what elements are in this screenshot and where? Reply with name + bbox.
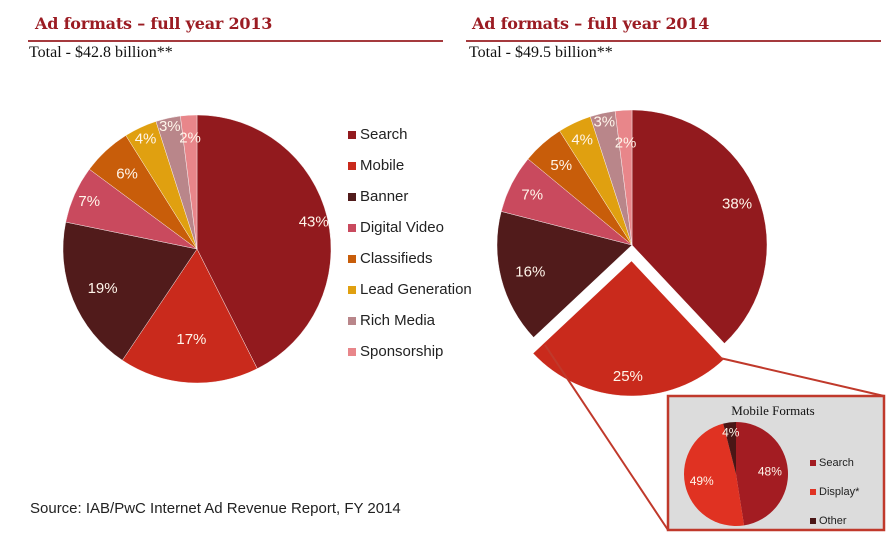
legend-label: Search [360,126,408,143]
pie-label-classifieds: 5% [550,157,572,174]
pie-label-sponsorship: 2% [179,129,201,146]
legend-label: Search [819,456,854,469]
pie-label-mobile: 25% [613,368,643,385]
legend-swatch [348,316,356,325]
pie-slice-mobile [532,260,725,397]
legend-swatch [348,254,356,263]
inset-legend-item-other: Other [810,506,859,535]
panel-2014-title: Ad formats – full year 2014 [472,14,710,33]
connector-line-right [719,357,885,397]
pie-slice-search [736,422,788,526]
legend: Search Mobile Banner Digital Video Class… [348,119,472,367]
legend-label: Display* [819,485,860,498]
pie-label-digital-video: 7% [78,193,100,210]
legend-swatch [348,130,356,139]
legend-swatch [348,223,356,232]
inset-legend: Search Display* Other [810,448,859,535]
pie-slice-display [684,423,745,527]
legend-item-lead-generation: Lead Generation [348,274,472,305]
legend-item-digital-video: Digital Video [348,212,472,243]
legend-item-banner: Banner [348,181,472,212]
pie-slice-search [196,114,332,369]
legend-item-classifieds: Classifieds [348,243,472,274]
inset-legend-item-search: Search [810,448,859,477]
legend-swatch [810,488,816,495]
pie-slice-sponsorship [614,109,633,246]
pie-label-display: 49% [690,474,714,488]
pie-2013: 43% 17% 19% 7% 6% 4%3%2% [62,114,332,384]
source-note: Source: IAB/PwC Internet Ad Revenue Repo… [30,500,401,517]
pie-label-mobile: 17% [176,331,206,348]
pie-label-banner: 19% [88,280,118,297]
pie-label-search: 43% [299,214,329,231]
legend-label: Banner [360,188,409,205]
legend-label: Digital Video [360,219,444,236]
zoom-connector [544,344,885,531]
legend-label: Classifieds [360,250,433,267]
legend-swatch [348,161,356,170]
pie-label-digital-video: 7% [521,186,543,203]
legend-label: Rich Media [360,312,436,329]
pie-slice-sponsorship [180,114,198,250]
panel-2013-rule [28,40,443,42]
panel-2014-rule [466,40,881,42]
pie-slice-mobile [122,248,258,384]
connector-line-left [544,344,669,531]
legend-item-rich-media: Rich Media [348,305,472,336]
legend-item-search: Search [348,119,472,150]
panel-2013-title: Ad formats – full year 2013 [35,14,273,33]
pie-label-classifieds: 6% [116,166,138,183]
legend-swatch [810,517,816,524]
pie-label-rich-media: 3% [159,118,181,135]
inset-title: Mobile Formats [731,403,815,418]
legend-item-mobile: Mobile [348,150,472,181]
legend-label: Other [819,514,847,527]
pie-label-lead-generation: 4% [135,131,157,148]
legend-swatch [348,347,356,356]
pie-label-other: 4% [722,426,740,440]
pie-slice-banner [496,211,633,338]
panel-2013-total: Total - $42.8 billion** [29,44,173,61]
legend-swatch [348,192,356,201]
pie-slice-banner [62,221,198,361]
legend-label: Mobile [360,157,405,174]
pie-mobile-formats: 48% 49% 4% [684,422,788,527]
pie-label-rich-media: 3% [593,113,615,130]
legend-label: Sponsorship [360,343,444,360]
pie-label-search: 48% [758,465,782,479]
pie-label-lead-generation: 4% [571,131,593,148]
legend-item-sponsorship: Sponsorship [348,336,472,367]
pie-label-banner: 16% [515,263,545,280]
pie-label-sponsorship: 2% [615,134,637,151]
inset-legend-item-display: Display* [810,477,859,506]
pie-slice-other [723,422,736,474]
pie-slice-search [631,109,768,344]
pie-label-search: 38% [722,196,752,213]
panel-2014-total: Total - $49.5 billion** [469,44,613,61]
legend-label: Lead Generation [360,281,472,298]
legend-swatch [348,285,356,294]
pie-2014: 38% 25% 16% 7% 5% 4%3%2% [496,109,768,397]
legend-swatch [810,459,816,466]
